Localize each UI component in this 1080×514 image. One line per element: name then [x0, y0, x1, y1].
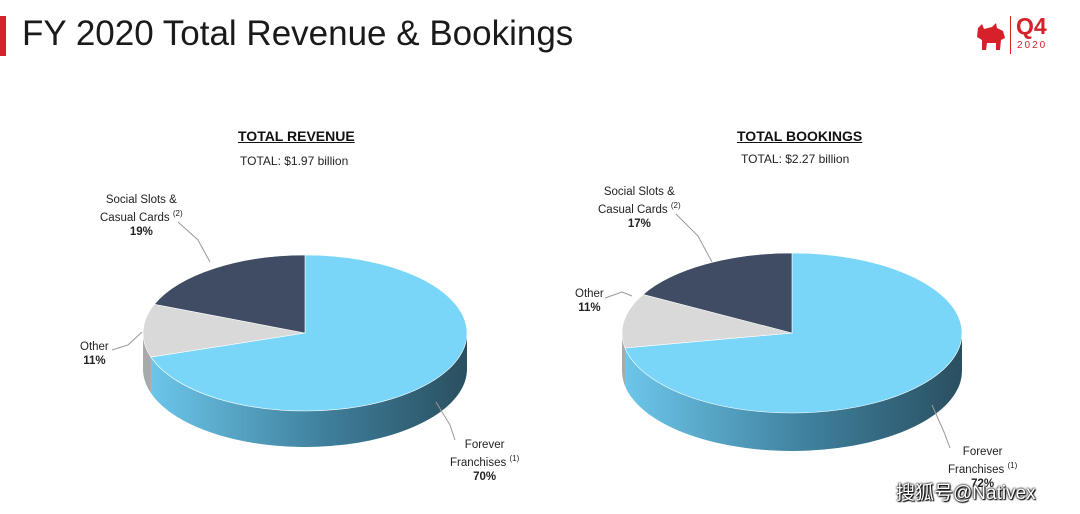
bookings-chart-title: TOTAL BOOKINGS — [737, 128, 863, 144]
bookings-side-forever-franchises — [625, 333, 962, 452]
bull-logo-icon — [977, 23, 1005, 50]
bookings-leader-other — [604, 291, 633, 299]
title-accent-bar — [0, 16, 6, 56]
bookings-leader-social — [675, 213, 713, 263]
bookings-label-other: Other 11% — [575, 288, 604, 314]
bookings-pct-social: 17% — [627, 217, 651, 230]
bookings-leader-forever — [931, 404, 951, 449]
revenue-slice-other — [142, 303, 306, 358]
bookings-pie — [621, 252, 963, 452]
logo-separator — [1010, 16, 1011, 54]
revenue-pct-social: 19% — [129, 225, 153, 238]
bookings-label-forever: Forever Franchises (1) 72% — [948, 446, 1018, 490]
watermark: 搜狐号@Nativex — [896, 483, 1036, 504]
revenue-pie — [142, 254, 468, 448]
logo-quarter: Q4 — [1016, 13, 1047, 39]
bookings-pct-forever: 72% — [971, 477, 995, 490]
bookings-slice-social-slots-casual-cards — [642, 252, 793, 334]
bookings-pct-other: 11% — [578, 302, 601, 314]
revenue-label-other: Other 11% — [80, 341, 109, 367]
revenue-pct-other: 11% — [83, 355, 106, 367]
revenue-slice-forever-franchises — [150, 254, 468, 412]
bookings-slice-other — [621, 294, 793, 349]
revenue-leader-other — [111, 331, 143, 351]
bookings-chart-total: TOTAL: $2.27 billion — [741, 152, 850, 166]
bookings-label-social: Social Slots & Casual Cards (2) 17% — [598, 186, 681, 230]
revenue-leader-forever — [435, 401, 456, 441]
company-logo: Q4 2020 — [972, 13, 1062, 58]
revenue-label-forever: Forever Franchises (1) 70% — [450, 439, 520, 483]
revenue-slice-social-slots-casual-cards — [153, 254, 306, 334]
revenue-chart-title: TOTAL REVENUE — [238, 128, 355, 144]
logo-year: 2020 — [1017, 40, 1048, 51]
revenue-pct-forever: 70% — [473, 470, 497, 483]
revenue-chart-total: TOTAL: $1.97 billion — [240, 154, 349, 168]
revenue-label-social: Social Slots & Casual Cards (2) 19% — [100, 194, 183, 238]
revenue-leader-social — [177, 221, 211, 263]
revenue-side-other — [143, 333, 151, 394]
bookings-slice-forever-franchises — [624, 252, 963, 414]
page-title: FY 2020 Total Revenue & Bookings — [22, 14, 574, 53]
revenue-side-forever-franchises — [150, 333, 468, 448]
